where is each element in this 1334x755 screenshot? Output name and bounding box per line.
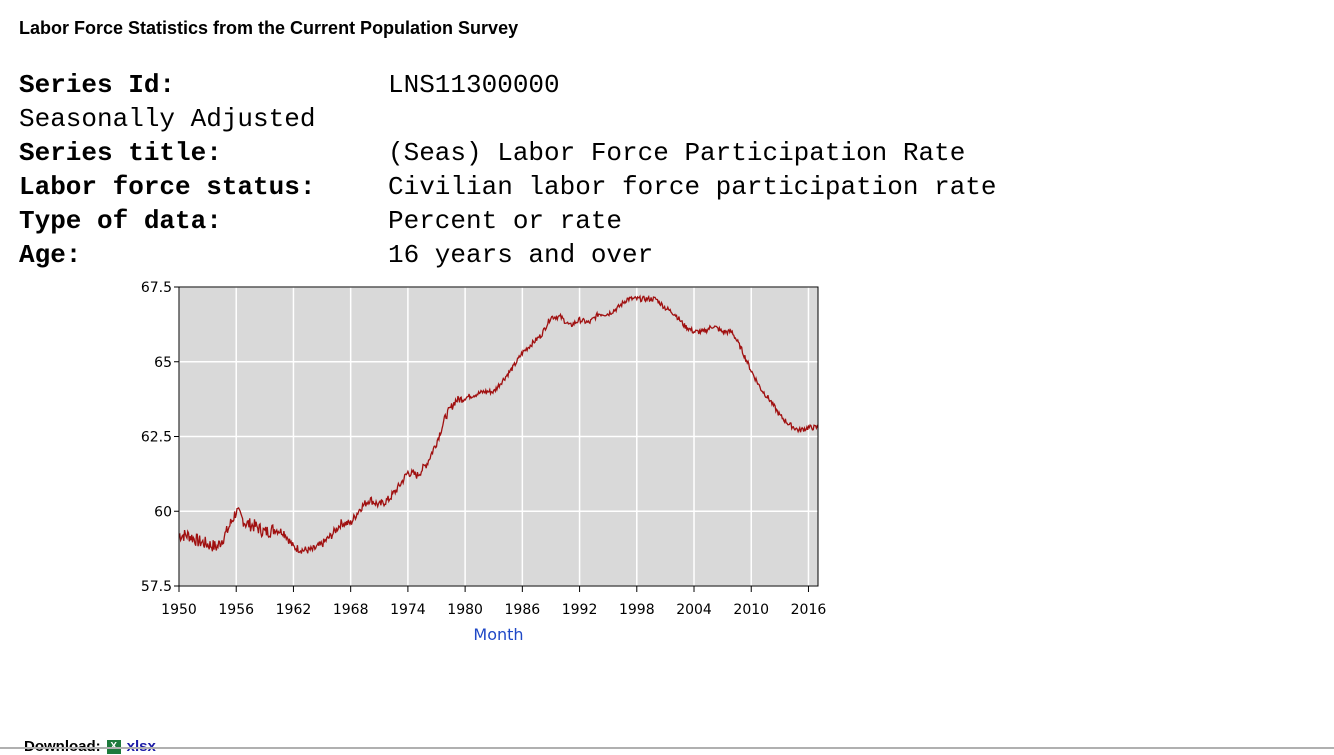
x-tick-label: 1980 (447, 602, 483, 618)
type-of-data-row: Type of data: Percent or rate (19, 204, 997, 238)
x-tick-label: 1974 (390, 602, 426, 618)
seasonal-adjustment-label: Seasonally Adjusted (19, 104, 316, 134)
x-tick-label: 1968 (333, 602, 369, 618)
labor-force-status-value: Civilian labor force participation rate (388, 172, 997, 202)
x-tick-label: 1950 (161, 602, 197, 618)
y-tick-label: 67.5 (141, 280, 172, 296)
series-title-row: Series title: (Seas) Labor Force Partici… (19, 136, 997, 170)
series-line (178, 294, 819, 554)
y-tick-label: 57.5 (141, 579, 172, 595)
series-info: Series Id: LNS11300000 Seasonally Adjust… (19, 68, 997, 272)
x-tick-label: 1956 (218, 602, 254, 618)
y-tick-label: 62.5 (141, 430, 172, 446)
series-title-key: Series title: (19, 138, 222, 168)
bottom-divider (0, 747, 1334, 749)
x-tick-label: 2010 (733, 602, 769, 618)
seasonal-adjustment-row: Seasonally Adjusted (19, 102, 997, 136)
series-id-value: LNS11300000 (388, 70, 560, 100)
x-tick-label: 2004 (676, 602, 712, 618)
series-title-value: (Seas) Labor Force Participation Rate (388, 138, 966, 168)
series-id-row: Series Id: LNS11300000 (19, 68, 997, 102)
x-tick-label: 1986 (505, 602, 541, 618)
type-of-data-key: Type of data: (19, 206, 222, 236)
age-key: Age: (19, 240, 82, 270)
labor-force-status-row: Labor force status: Civilian labor force… (19, 170, 997, 204)
y-tick-label: 65 (154, 355, 172, 371)
page-title: Labor Force Statistics from the Current … (19, 18, 519, 38)
labor-force-status-key: Labor force status: (19, 172, 316, 202)
x-axis-label: Month (473, 625, 523, 644)
age-value: 16 years and over (388, 240, 654, 270)
type-of-data-value: Percent or rate (388, 206, 623, 236)
participation-rate-chart: 57.5 60 62.5 65 67.5 1950 1956 1962 1968 1974 198… (141, 280, 827, 644)
x-tick-label: 1998 (619, 602, 655, 618)
x-tick-label: 1962 (276, 602, 312, 618)
x-tick-label: 2016 (791, 602, 827, 618)
series-id-key: Series Id: (19, 70, 176, 100)
age-row: Age: 16 years and over (19, 238, 997, 272)
x-axis: 1950 1956 1962 1968 1974 1980 1986 1992 1998 2004… (161, 586, 826, 618)
x-tick-label: 1992 (562, 602, 598, 618)
y-tick-label: 60 (154, 504, 172, 520)
y-axis: 57.5 60 62.5 65 67.5 (141, 280, 179, 595)
